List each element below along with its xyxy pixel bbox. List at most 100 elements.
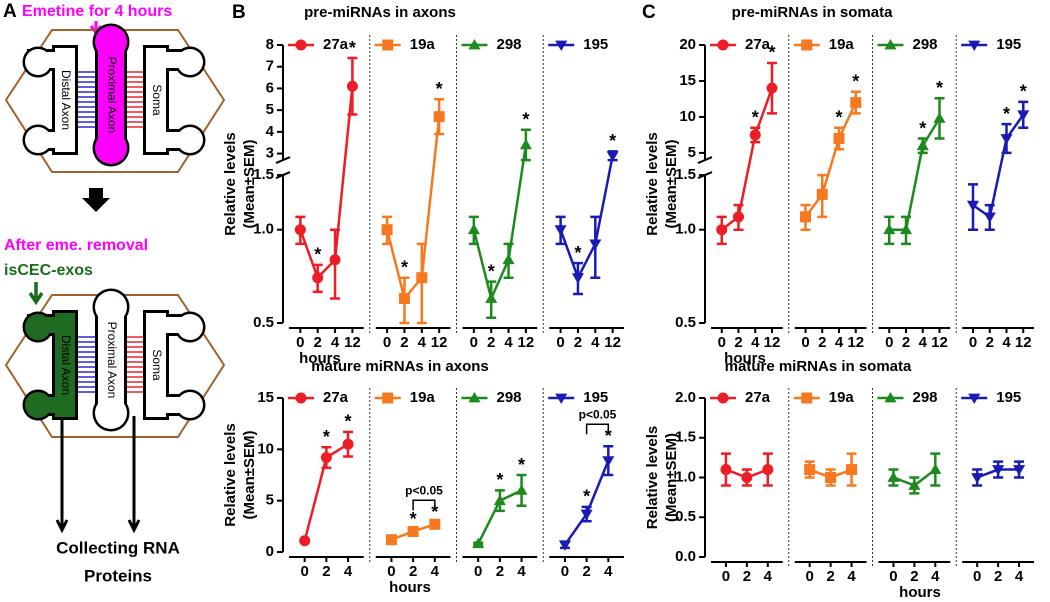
panel-label: A bbox=[3, 1, 17, 22]
point bbox=[1000, 134, 1013, 145]
legend-label: 19a bbox=[829, 389, 855, 406]
y-tick-label: 7 bbox=[266, 58, 274, 75]
point bbox=[429, 518, 441, 530]
point bbox=[398, 292, 410, 304]
y-tick-label: 6 bbox=[266, 79, 274, 96]
y-tick-label: 20 bbox=[679, 36, 696, 53]
x-tick-label: 2 bbox=[322, 563, 330, 580]
grooves-red bbox=[124, 336, 146, 393]
significance: * bbox=[349, 38, 356, 58]
y-tick-label: 0.5 bbox=[253, 314, 274, 331]
point bbox=[720, 464, 732, 476]
y-tick-label: 5 bbox=[266, 101, 274, 118]
x-tick-label: 2 bbox=[574, 334, 582, 351]
y-tick-label: 1.0 bbox=[675, 468, 696, 485]
compartment-label: Distal Axon bbox=[59, 335, 73, 395]
point bbox=[800, 211, 811, 223]
point bbox=[571, 273, 584, 284]
legend-marker bbox=[968, 40, 981, 52]
x-tick-label: 0 bbox=[969, 334, 977, 351]
x-tick-label: 12 bbox=[431, 334, 448, 351]
legend-marker bbox=[382, 392, 394, 404]
x-tick-label: 4 bbox=[764, 568, 773, 585]
y-tick-label: 10 bbox=[679, 108, 696, 125]
distal-chamber bbox=[25, 313, 75, 418]
series-line bbox=[559, 155, 614, 281]
y-tick-label: 0.5 bbox=[675, 508, 696, 525]
legend-label: 195 bbox=[583, 389, 608, 406]
chambers bbox=[95, 291, 203, 429]
series-line bbox=[299, 86, 354, 281]
point bbox=[766, 82, 778, 94]
x-tick-label: 4 bbox=[431, 563, 440, 580]
output-label: Proteins bbox=[84, 566, 152, 585]
y-tick-label: 3 bbox=[266, 145, 274, 162]
diagram: Emetine for 4 hours Distal Ax bbox=[4, 3, 226, 585]
significance: * bbox=[401, 257, 408, 277]
point bbox=[502, 253, 515, 265]
y-axis-label: Relative levels bbox=[222, 132, 239, 235]
compartment-label: Soma bbox=[150, 84, 164, 116]
x-tick-label: 0 bbox=[301, 563, 309, 580]
device-top: Distal Axon Proximal Axon Soma bbox=[4, 23, 226, 173]
legend-marker bbox=[801, 39, 813, 51]
point bbox=[493, 494, 506, 506]
significance: * bbox=[522, 109, 529, 129]
point bbox=[433, 111, 445, 123]
significance: * bbox=[496, 470, 503, 490]
axis-break bbox=[697, 171, 713, 180]
x-tick-label: 2 bbox=[734, 334, 742, 351]
point bbox=[589, 239, 602, 250]
legend-label: 298 bbox=[497, 36, 522, 53]
panel-label: B bbox=[232, 2, 246, 23]
series-line bbox=[472, 144, 528, 303]
series-line bbox=[804, 102, 857, 218]
y-tick-label: 0.0 bbox=[675, 548, 696, 565]
significance: * bbox=[583, 487, 590, 507]
point bbox=[1017, 110, 1030, 121]
y-axis-label: Relative levels bbox=[644, 132, 661, 235]
point bbox=[381, 224, 393, 236]
exosome-label: isCEC-exos bbox=[4, 262, 93, 279]
x-tick-label: 0 bbox=[296, 334, 304, 351]
legend-marker bbox=[717, 39, 729, 51]
axis-break bbox=[275, 171, 291, 180]
legend-label: 298 bbox=[913, 36, 938, 53]
point bbox=[899, 223, 913, 235]
arrow bbox=[82, 188, 110, 212]
legend-label: 19a bbox=[410, 389, 436, 406]
y-tick-label: 1.0 bbox=[253, 221, 274, 238]
y-axis-label: Relative levels bbox=[644, 426, 661, 529]
x-tick-label: 0 bbox=[806, 568, 814, 585]
legend-marker bbox=[555, 40, 568, 52]
point bbox=[883, 223, 896, 235]
x-tick-label: 0 bbox=[470, 334, 478, 351]
point bbox=[602, 456, 615, 467]
x-tick-label: 2 bbox=[826, 568, 834, 585]
x-tick-label: 2 bbox=[496, 563, 504, 580]
compartment-label: Distal Axon bbox=[59, 70, 73, 130]
point bbox=[929, 463, 942, 474]
output-label: Collecting RNA bbox=[56, 538, 180, 557]
x-tick-label: 4 bbox=[344, 563, 353, 580]
x-tick-label: 4 bbox=[591, 334, 600, 351]
significance: * bbox=[1020, 82, 1027, 102]
chart-title: mature miRNAs in axons bbox=[311, 358, 489, 375]
legend-marker bbox=[884, 391, 897, 403]
x-tick-label: 12 bbox=[1015, 334, 1032, 351]
legend-marker bbox=[382, 39, 394, 51]
y-tick-label: 5 bbox=[266, 492, 274, 509]
x-tick-label: 2 bbox=[314, 334, 322, 351]
point bbox=[294, 224, 306, 236]
series-line bbox=[972, 114, 1025, 219]
point bbox=[749, 129, 761, 141]
point bbox=[971, 473, 984, 484]
x-axis-label: hours bbox=[389, 579, 431, 596]
point bbox=[992, 465, 1005, 476]
x-tick-label: 4 bbox=[847, 568, 856, 585]
axis-break bbox=[275, 156, 291, 165]
x-tick-label: 4 bbox=[504, 334, 513, 351]
significance: * bbox=[936, 78, 943, 98]
grooves-red bbox=[124, 71, 146, 128]
point bbox=[342, 438, 354, 450]
